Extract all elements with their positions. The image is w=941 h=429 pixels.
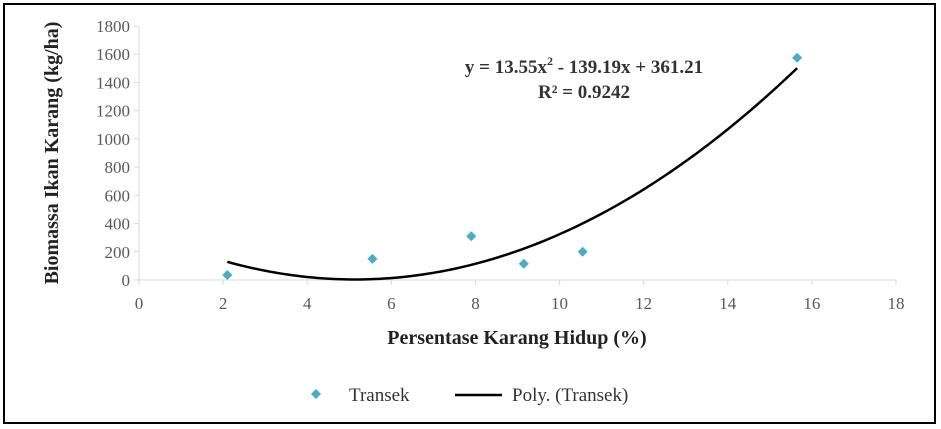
trendline	[226, 67, 799, 281]
x-tick-label: 4	[303, 294, 312, 313]
x-tick-label: 8	[471, 294, 480, 313]
y-tick-label: 1800	[96, 17, 130, 36]
legend-label-poly: Poly. (Transek)	[512, 385, 628, 406]
chart-frame	[3, 3, 936, 424]
legend: Transek Poly. (Transek)	[311, 385, 628, 406]
x-tick-label: 0	[135, 294, 144, 313]
equation-sup: 2	[547, 54, 553, 68]
data-point	[222, 270, 233, 281]
y-tick-label: 1200	[96, 102, 130, 121]
legend-label-transek: Transek	[349, 385, 410, 406]
y-tick-label: 1000	[96, 130, 130, 149]
trendline-curve	[226, 67, 799, 281]
y-tick-label: 0	[122, 271, 131, 290]
x-tick-label: 2	[219, 294, 228, 313]
data-points	[222, 52, 803, 281]
y-tick-label: 400	[105, 215, 131, 234]
r-squared: R² = 0.9242	[538, 82, 630, 103]
data-point	[792, 52, 803, 63]
y-tick-label: 800	[105, 158, 131, 177]
y-axis: 0 200 400 600 800 1000 1200 1400 1600 1800	[96, 17, 140, 290]
x-tick-label: 6	[387, 294, 396, 313]
y-tick-label: 1600	[96, 45, 130, 64]
x-tick-label: 14	[719, 294, 737, 313]
x-tick-label: 10	[551, 294, 568, 313]
trend-equation: y = 13.55x2 - 139.19x + 361.21	[465, 54, 703, 78]
legend-marker-transek	[311, 389, 321, 399]
x-axis: 0 2 4 6 8 10 12 14 16 18	[135, 279, 905, 313]
x-tick-label: 18	[888, 294, 905, 313]
data-point	[518, 258, 529, 269]
x-tick-label: 12	[635, 294, 652, 313]
x-axis-title: Persentase Karang Hidup (%)	[387, 327, 646, 349]
x-tick-label: 16	[803, 294, 820, 313]
data-point	[367, 253, 378, 264]
y-tick-label: 200	[105, 243, 131, 262]
equation-rest: - 139.19x + 361.21	[553, 57, 703, 78]
y-tick-label: 1400	[96, 73, 130, 92]
data-point	[577, 246, 588, 257]
y-tick-label: 600	[105, 186, 131, 205]
data-point	[466, 231, 477, 242]
y-axis-title: Biomassa Ikan Karang (kg/ha)	[41, 22, 63, 285]
equation-main: y = 13.55x	[465, 57, 548, 78]
